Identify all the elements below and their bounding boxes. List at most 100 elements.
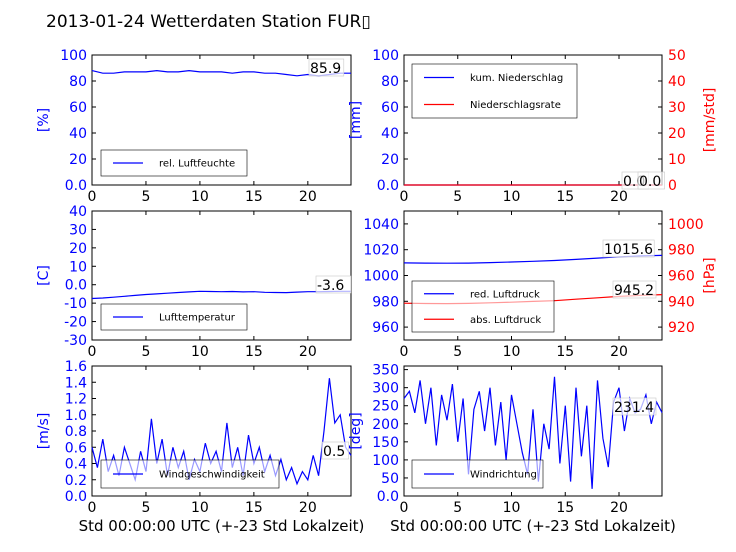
x-tick-label: 0 bbox=[400, 344, 409, 360]
y-right-tick-label: 0 bbox=[668, 178, 677, 194]
y-tick-label: 250 bbox=[372, 399, 399, 415]
y-tick-label: 150 bbox=[372, 435, 399, 451]
legend: Lufttemperatur bbox=[100, 303, 248, 331]
x-tick-label: 5 bbox=[141, 344, 150, 360]
x-tick-label: 15 bbox=[556, 500, 574, 516]
legend-label: Lufttemperatur bbox=[159, 313, 236, 324]
y-right-tick-label: 960 bbox=[668, 269, 695, 285]
x-tick-label: 0 bbox=[400, 500, 409, 516]
y-tick-label: 350 bbox=[372, 363, 399, 379]
current-value-label: 85.9 bbox=[310, 61, 341, 77]
y-right-tick-label: 940 bbox=[668, 294, 695, 310]
chart-panel-4: 0 5 10 15 20 960 980 1000 1020 1040 920 940 960 980 10… bbox=[363, 210, 718, 360]
x-tick-label: 20 bbox=[299, 500, 317, 516]
y-axis-label: [deg] bbox=[348, 412, 364, 449]
x-tick-label: 15 bbox=[245, 189, 263, 205]
legend: red. Luftdruck abs. Luftdruck bbox=[411, 280, 555, 333]
chart-panel-1: 0 5 10 15 20 0.0 20 40 60 80 100 [%] rel. Luftfeucht… bbox=[36, 48, 352, 205]
x-tick-label: 10 bbox=[191, 189, 209, 205]
x-tick-label: 20 bbox=[610, 500, 628, 516]
current-value-label: 945.2 bbox=[614, 283, 654, 299]
y-axis-label-right: [hPa] bbox=[702, 257, 718, 293]
y-right-tick-label: 30 bbox=[668, 100, 686, 116]
x-tick-label: 15 bbox=[245, 344, 263, 360]
y-tick-label: 0.0 bbox=[65, 489, 87, 505]
y-tick-label: 80 bbox=[69, 74, 87, 90]
legend-label: Niederschlagsrate bbox=[470, 100, 561, 111]
legend-label: abs. Luftdruck bbox=[470, 315, 541, 326]
plot-frame bbox=[91, 210, 352, 341]
legend-label: rel. Luftfeuchte bbox=[159, 159, 235, 170]
x-axis-label: Std 00:00:00 UTC (+-23 Std Lokalzeit) bbox=[79, 517, 365, 535]
y-tick-label: 20 bbox=[69, 241, 87, 257]
current-value-label: 0.0 bbox=[639, 174, 661, 190]
value-label-box bbox=[612, 280, 657, 299]
x-tick-label: 15 bbox=[245, 500, 263, 516]
plot-frame bbox=[403, 365, 663, 497]
y-tick-label: 20 bbox=[69, 152, 87, 168]
x-tick-label: 10 bbox=[503, 189, 521, 205]
y-tick-label: 0.0 bbox=[65, 178, 87, 194]
y-right-tick-label: 920 bbox=[668, 320, 695, 336]
x-tick-label: 0 bbox=[88, 344, 97, 360]
value-label-box bbox=[612, 397, 657, 416]
y-tick-label: 0.6 bbox=[65, 440, 87, 456]
y-axis-label: [%] bbox=[36, 108, 52, 132]
y-tick-label: 60 bbox=[381, 100, 399, 116]
y-tick-label: 960 bbox=[372, 320, 399, 336]
y-tick-label: 100 bbox=[372, 453, 399, 469]
x-tick-label: 10 bbox=[191, 500, 209, 516]
current-value-label: 0.5 bbox=[323, 444, 345, 460]
y-right-tick-label: 40 bbox=[668, 74, 686, 90]
legend: rel. Luftfeuchte bbox=[100, 149, 248, 177]
legend-box bbox=[411, 63, 578, 119]
y-tick-label: 0.2 bbox=[65, 473, 87, 489]
x-tick-label: 15 bbox=[556, 189, 574, 205]
x-tick-label: 10 bbox=[191, 344, 209, 360]
current-value-label: 231.4 bbox=[614, 400, 654, 416]
chart-panel-3: 0 5 10 15 20 -30 -20 -10 0.0 10 20 30 40 [C] Lufttempe… bbox=[36, 204, 352, 360]
series-line-1 bbox=[91, 290, 351, 300]
value-label-box bbox=[315, 275, 352, 294]
y-tick-label: 60 bbox=[69, 100, 87, 116]
x-axis-label: Std 00:00:00 UTC (+-23 Std Lokalzeit) bbox=[390, 517, 676, 535]
x-tick-label: 15 bbox=[556, 344, 574, 360]
series-line-1 bbox=[91, 69, 351, 77]
x-tick-label: 0 bbox=[88, 189, 97, 205]
y-tick-label: 1000 bbox=[363, 269, 399, 285]
y-tick-label: -30 bbox=[64, 333, 87, 349]
y-tick-label: 10 bbox=[69, 259, 87, 275]
y-tick-label: 80 bbox=[381, 74, 399, 90]
chart-panel-6: 0 5 10 15 20 0.0 50 100 150 200 250 300 350 [deg] Std … bbox=[348, 363, 676, 535]
y-tick-label: 1.0 bbox=[65, 408, 87, 424]
y-right-tick-label: 980 bbox=[668, 243, 695, 259]
legend: kum. Niederschlag Niederschlagsrate bbox=[411, 63, 578, 119]
y-axis-label-right: [mm/std] bbox=[702, 88, 718, 153]
series-line-1 bbox=[403, 376, 663, 489]
x-tick-label: 5 bbox=[453, 189, 462, 205]
figure-title: 2013-01-24 Wetterdaten Station FUR▯ bbox=[46, 12, 371, 32]
x-tick-label: 20 bbox=[299, 344, 317, 360]
x-tick-label: 5 bbox=[453, 500, 462, 516]
legend-label: red. Luftdruck bbox=[470, 289, 540, 300]
y-tick-label: 40 bbox=[381, 126, 399, 142]
x-tick-label: 10 bbox=[503, 344, 521, 360]
legend-label: Windgeschwindigkeit bbox=[159, 470, 265, 481]
y-tick-label: 0.0 bbox=[65, 278, 87, 294]
y-tick-label: 0.8 bbox=[65, 424, 87, 440]
y-tick-label: 20 bbox=[381, 152, 399, 168]
x-tick-label: 5 bbox=[141, 500, 150, 516]
chart-panel-2: 0 5 10 15 20 0.0 20 40 60 80 100 0 10 20 30 40 50 [mm] [mm… bbox=[348, 48, 718, 205]
value-label-box bbox=[637, 171, 665, 190]
y-tick-label: 1020 bbox=[363, 243, 399, 259]
x-tick-label: 0 bbox=[400, 189, 409, 205]
y-axis-label: [mm] bbox=[348, 101, 364, 139]
y-tick-label: 30 bbox=[69, 222, 87, 238]
y-tick-label: 0.0 bbox=[377, 178, 399, 194]
y-axis-label: [C] bbox=[36, 265, 52, 286]
y-axis-label: [m/s] bbox=[36, 413, 52, 450]
y-tick-label: 0.0 bbox=[377, 489, 399, 505]
x-tick-label: 5 bbox=[453, 344, 462, 360]
y-tick-label: 40 bbox=[69, 126, 87, 142]
